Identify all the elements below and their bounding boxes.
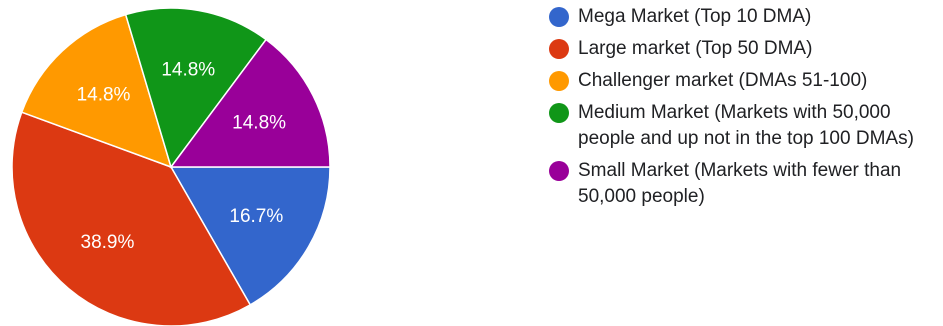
legend-item-1[interactable]: Large market (Top 50 DMA) bbox=[549, 36, 939, 62]
legend-item-0[interactable]: Mega Market (Top 10 DMA) bbox=[549, 4, 939, 30]
pie-slice-1[interactable] bbox=[11, 111, 252, 326]
pie-slice-labels: 16.7% 38.9% 14.8% 14.8% 14.8% bbox=[77, 59, 287, 252]
legend-label: Small Market (Markets with fewer than 50… bbox=[578, 160, 902, 207]
pie-slice-2[interactable] bbox=[20, 13, 173, 169]
slice-label-3: 14.8% bbox=[161, 59, 215, 80]
pie-slice-3[interactable] bbox=[124, 7, 268, 169]
pie-slices bbox=[11, 7, 331, 326]
legend-label: Medium Market (Markets with 50,000 peopl… bbox=[578, 102, 914, 149]
slice-label-1: 38.9% bbox=[81, 232, 135, 253]
legend-label: Large market (Top 50 DMA) bbox=[578, 38, 813, 59]
legend-label: Mega Market (Top 10 DMA) bbox=[578, 6, 812, 27]
pie-slice-0[interactable] bbox=[169, 166, 331, 306]
legend-swatch-icon bbox=[549, 103, 569, 123]
legend-item-4[interactable]: Small Market (Markets with fewer than 50… bbox=[549, 158, 939, 210]
legend-label: Challenger market (DMAs 51-100) bbox=[578, 70, 868, 91]
pie-plot-area: 16.7% 38.9% 14.8% 14.8% 14.8% bbox=[11, 7, 331, 326]
legend-swatch-icon bbox=[549, 71, 569, 91]
legend-swatch-icon bbox=[549, 7, 569, 27]
legend-item-2[interactable]: Challenger market (DMAs 51-100) bbox=[549, 68, 939, 94]
pie-slice-4[interactable] bbox=[169, 38, 331, 168]
slice-label-2: 14.8% bbox=[77, 85, 131, 106]
legend-item-3[interactable]: Medium Market (Markets with 50,000 peopl… bbox=[549, 100, 939, 152]
legend-swatch-icon bbox=[549, 39, 569, 59]
slice-label-4: 14.8% bbox=[232, 112, 286, 133]
legend: Mega Market (Top 10 DMA) Large market (To… bbox=[549, 4, 939, 216]
legend-swatch-icon bbox=[549, 161, 569, 181]
slice-label-0: 16.7% bbox=[229, 206, 283, 227]
